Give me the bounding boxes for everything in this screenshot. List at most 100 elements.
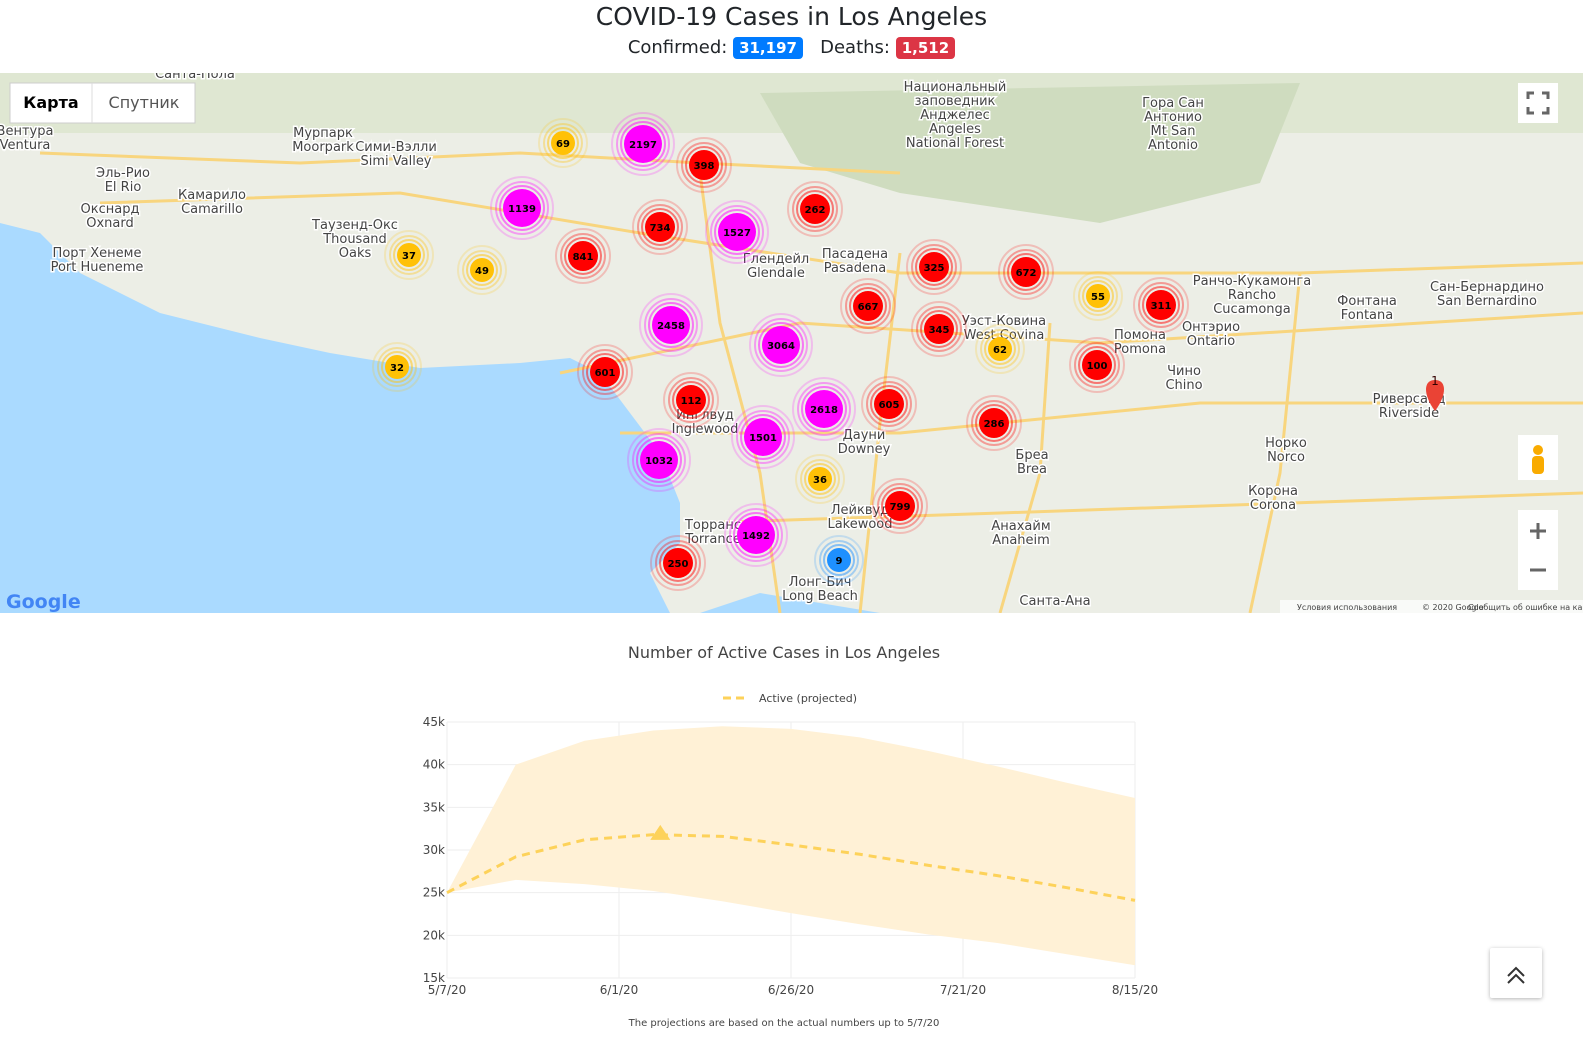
summary: Confirmed: 31,197 Deaths: 1,512 <box>0 37 1583 59</box>
satellite-button[interactable]: Спутник <box>109 93 180 112</box>
cluster-ring <box>705 200 769 264</box>
cluster-count: 1139 <box>508 204 536 215</box>
pegman-body <box>1532 456 1544 474</box>
cluster-count: 672 <box>1016 268 1037 279</box>
cluster-ring <box>538 118 588 168</box>
cluster-ring <box>911 301 967 357</box>
place-label: Antonio <box>1148 138 1198 153</box>
map-button[interactable]: Карта <box>23 93 78 112</box>
pegman[interactable] <box>1518 435 1558 480</box>
place-label: Oxnard <box>86 216 134 231</box>
cluster-ring <box>920 310 958 348</box>
place-label: заповедник <box>915 94 996 109</box>
cluster-ring <box>663 372 719 428</box>
cluster-count: 69 <box>556 139 570 150</box>
place-label: Moorpark <box>292 140 354 155</box>
cluster-ring <box>372 342 422 392</box>
cluster-ring <box>1078 346 1116 384</box>
cluster-ring <box>881 487 919 525</box>
cluster-ring <box>490 176 554 240</box>
pin-label: 1 <box>1431 374 1439 388</box>
y-tick-label: 20k <box>423 928 445 942</box>
cluster-count: 262 <box>805 205 826 216</box>
place-label: Mt San <box>1151 124 1196 139</box>
cluster-ring <box>795 454 845 504</box>
cluster-ring <box>1073 271 1123 321</box>
cluster-ring <box>792 377 856 441</box>
clusters: 69 2197 398 1139 734 1527 262 37 49 841 325 672 55 31… <box>372 112 1189 591</box>
cluster-ring <box>466 254 498 286</box>
cluster-ring <box>611 112 675 176</box>
place-label: Ontario <box>1187 334 1235 349</box>
cluster-ring <box>650 535 706 591</box>
cluster-ring <box>800 459 840 499</box>
cluster-ring <box>620 121 666 167</box>
fullscreen-icon <box>1526 91 1550 115</box>
chart-title: Number of Active Cases in Los Angeles <box>628 643 940 662</box>
place-label: Glendale <box>747 266 805 281</box>
cluster-ring <box>648 302 694 348</box>
cluster-ring <box>632 433 686 487</box>
cluster-ring <box>543 123 583 163</box>
place-label: Эль-Рио <box>96 166 150 181</box>
cluster <box>919 252 949 282</box>
cluster-ring <box>1133 277 1189 333</box>
place-label: Angeles <box>929 122 981 137</box>
pin[interactable]: 1 <box>1426 374 1444 411</box>
cluster-ring <box>980 329 1020 369</box>
cluster <box>805 390 843 428</box>
place-label: Port Hueneme <box>51 260 144 275</box>
scroll-top-button[interactable] <box>1490 948 1542 998</box>
cluster-ring <box>714 209 760 255</box>
x-tick-label: 5/7/20 <box>428 983 467 997</box>
cluster-count: 799 <box>890 502 911 513</box>
cluster-count: 1492 <box>742 531 770 542</box>
cluster-ring <box>758 322 804 368</box>
fullscreen-button[interactable] <box>1518 83 1558 123</box>
place-label: El Rio <box>105 180 142 195</box>
cluster-count: 734 <box>650 223 671 234</box>
y-tick-label: 25k <box>423 886 445 900</box>
cluster-count: 841 <box>573 252 594 263</box>
deaths-label: Deaths: <box>820 37 890 58</box>
cluster-ring <box>801 386 847 432</box>
cluster-count: 311 <box>1151 301 1172 312</box>
zoom-in[interactable] <box>1530 523 1546 539</box>
cluster <box>397 243 421 267</box>
cluster-ring <box>577 344 633 400</box>
place-label: Гора Сан <box>1142 96 1204 111</box>
terms-link[interactable]: Условия использования <box>1297 603 1397 612</box>
cluster <box>1146 290 1176 320</box>
cluster-ring <box>393 239 425 271</box>
cluster <box>885 491 915 521</box>
cluster-count: 100 <box>1087 361 1108 372</box>
cluster-ring <box>555 228 611 284</box>
x-tick-label: 6/26/20 <box>768 983 814 997</box>
cluster <box>568 241 598 271</box>
cluster-ring <box>641 208 679 246</box>
google-logo: Google <box>6 591 81 613</box>
place-label: Мурпарк <box>293 126 353 141</box>
report-link[interactable]: Сообщить об ошибке на карте <box>1468 603 1583 612</box>
cluster-ring <box>849 287 887 325</box>
cluster-ring <box>861 376 917 432</box>
place-label: Ранчо-Кукамонга <box>1193 274 1311 289</box>
deaths-badge: 1,512 <box>895 37 956 59</box>
cluster-ring <box>384 230 434 280</box>
cluster-ring <box>733 512 779 558</box>
cluster-ring <box>966 395 1022 451</box>
pin-shape <box>1426 380 1444 411</box>
cluster <box>924 314 954 344</box>
cluster-ring <box>710 205 764 259</box>
place-label: Long Beach <box>782 589 858 604</box>
place-label: Санта-Пола <box>155 73 235 82</box>
cluster-count: 1527 <box>723 228 751 239</box>
cluster-ring <box>644 298 698 352</box>
cluster-ring <box>655 540 701 586</box>
place-label: Cucamonga <box>1213 302 1291 317</box>
cluster-ring <box>637 204 683 250</box>
cluster-ring <box>564 237 602 275</box>
cluster-ring <box>381 351 413 383</box>
cluster-ring <box>499 185 545 231</box>
